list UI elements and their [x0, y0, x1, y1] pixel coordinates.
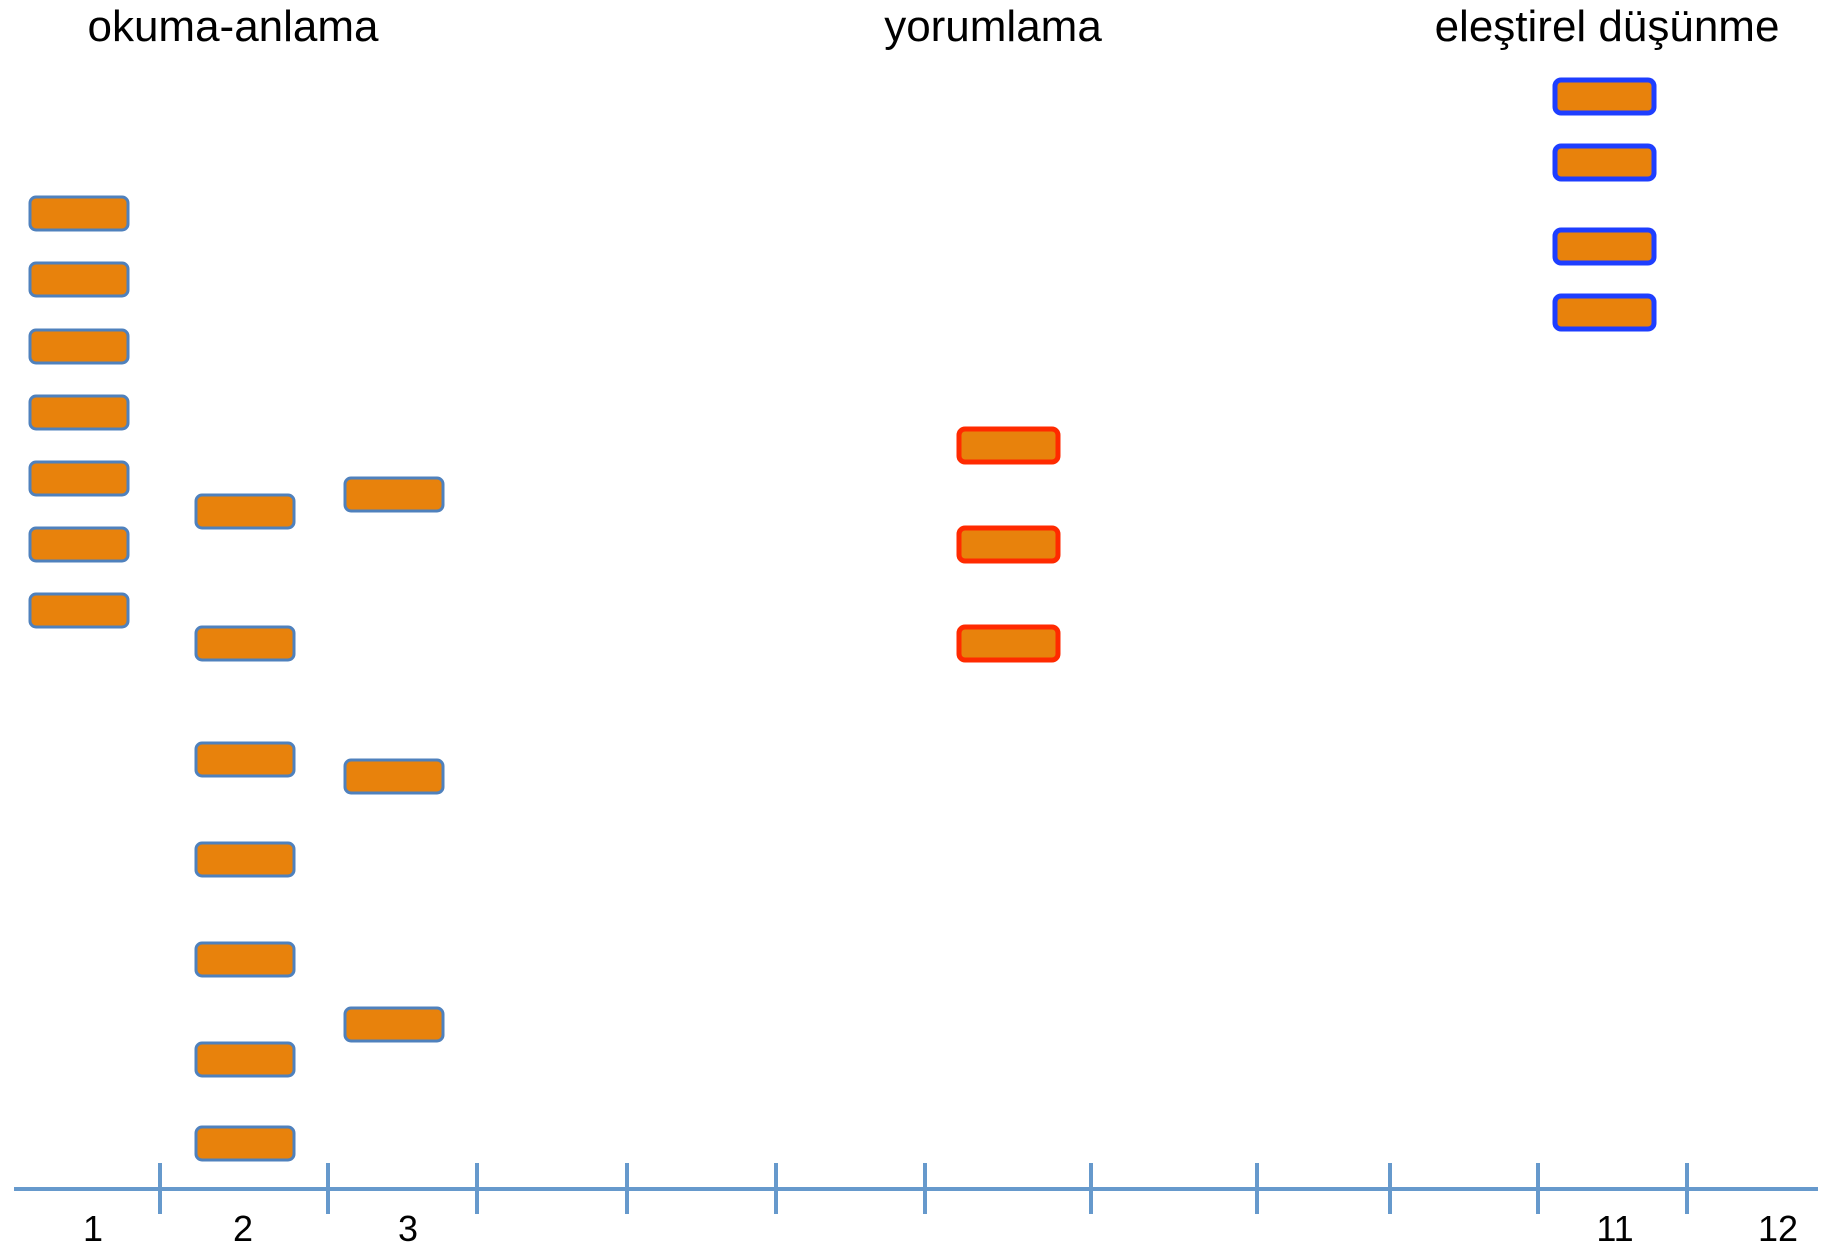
column-1-box-4 [28, 394, 130, 431]
heading-critical-thinking: eleştirel düşünme [1434, 2, 1780, 51]
column-1-box-5 [28, 460, 130, 497]
axis-label-2: 2 [232, 1208, 254, 1249]
column-2-box-1 [194, 493, 296, 530]
critical-thinking-box-2 [1552, 143, 1657, 182]
heading-interpretation: yorumlama [884, 2, 1102, 51]
interpretation-box-1 [956, 426, 1061, 465]
axis-layer [14, 1163, 1818, 1214]
axis-label-12: 12 [1757, 1208, 1799, 1249]
column-1-box-6 [28, 526, 130, 563]
interpretation-box-2 [956, 525, 1061, 564]
column-2-box-4 [194, 841, 296, 878]
interpretation-box-3 [956, 624, 1061, 663]
column-2-box-5 [194, 941, 296, 978]
critical-thinking-box-1 [1552, 77, 1657, 116]
column-1-box-3 [28, 328, 130, 365]
column-3-box-3 [343, 1006, 445, 1043]
heading-reading: okuma-anlama [87, 2, 379, 51]
box-layer [28, 77, 1657, 1162]
column-3-box-2 [343, 758, 445, 795]
column-2-box-6 [194, 1041, 296, 1078]
column-2-box-3 [194, 741, 296, 778]
column-2-box-2 [194, 625, 296, 662]
axis-label-1: 1 [82, 1208, 104, 1249]
axis-label-11: 11 [1596, 1208, 1634, 1249]
column-3-box-1 [343, 476, 445, 513]
column-1-box-2 [28, 261, 130, 298]
axis-label-3: 3 [397, 1208, 419, 1249]
column-1-box-7 [28, 592, 130, 629]
column-2-box-7 [194, 1125, 296, 1162]
column-1-box-1 [28, 195, 130, 232]
critical-thinking-box-3 [1552, 227, 1657, 266]
critical-thinking-box-4 [1552, 293, 1657, 332]
